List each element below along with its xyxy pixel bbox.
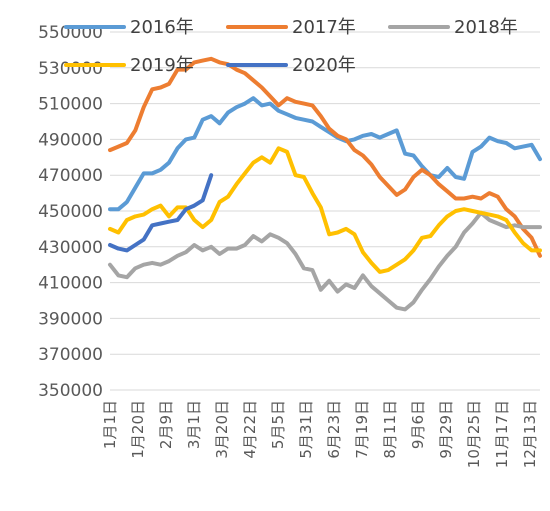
y-tick-label: 530000 bbox=[38, 59, 103, 79]
series-lines bbox=[108, 56, 542, 312]
x-tick-label: 1月20日 bbox=[129, 400, 147, 459]
legend-label: 2020年 bbox=[292, 55, 356, 76]
y-tick-label: 370000 bbox=[38, 345, 103, 365]
y-tick-label: 430000 bbox=[38, 238, 103, 258]
x-axis: 1月1日 1月20日 2月9日 3月1日 3月20日 4月22日 5月5日 5月31日 6月23… bbox=[101, 400, 539, 468]
x-tick-label: 5月5日 bbox=[269, 400, 287, 449]
y-tick-label: 450000 bbox=[38, 202, 103, 222]
series-line-2019年 bbox=[108, 146, 542, 274]
x-tick-label: 1月1日 bbox=[101, 400, 119, 449]
x-tick-label: 10月25日 bbox=[465, 400, 483, 468]
x-tick-label: 9月29日 bbox=[437, 400, 455, 459]
series-line-2018年 bbox=[108, 210, 542, 312]
x-tick-label: 9月6日 bbox=[409, 400, 427, 449]
legend-label: 2016年 bbox=[130, 17, 194, 38]
x-tick-label: 11月17日 bbox=[493, 400, 511, 468]
legend-label: 2017年 bbox=[292, 17, 356, 38]
y-tick-label: 490000 bbox=[38, 130, 103, 150]
legend: 2016年 2017年 2018年 2019年 2020年 bbox=[64, 17, 518, 76]
x-tick-label: 12月13日 bbox=[521, 400, 539, 468]
x-tick-label: 4月22日 bbox=[241, 400, 259, 459]
y-tick-label: 390000 bbox=[38, 309, 103, 329]
series-line-2016年 bbox=[108, 96, 542, 212]
x-tick-label: 7月19日 bbox=[353, 400, 371, 459]
legend-label: 2019年 bbox=[130, 55, 194, 76]
series-line-2017年 bbox=[108, 56, 542, 258]
x-tick-label: 3月20日 bbox=[213, 400, 231, 459]
x-tick-label: 6月23日 bbox=[325, 400, 343, 459]
x-tick-label: 3月1日 bbox=[185, 400, 203, 449]
legend-label: 2018年 bbox=[454, 17, 518, 38]
y-tick-label: 410000 bbox=[38, 274, 103, 294]
y-tick-label: 350000 bbox=[38, 381, 103, 401]
x-tick-label: 2月9日 bbox=[157, 400, 175, 449]
series-line-2020年 bbox=[108, 173, 214, 253]
x-tick-label: 8月11日 bbox=[381, 400, 399, 459]
y-tick-label: 470000 bbox=[38, 166, 103, 186]
grid-lines bbox=[110, 31, 540, 391]
y-tick-label: 510000 bbox=[38, 95, 103, 115]
y-axis: 350000 370000 390000 410000 430000 450000 4700… bbox=[38, 23, 103, 401]
x-tick-label: 5月31日 bbox=[297, 400, 315, 459]
